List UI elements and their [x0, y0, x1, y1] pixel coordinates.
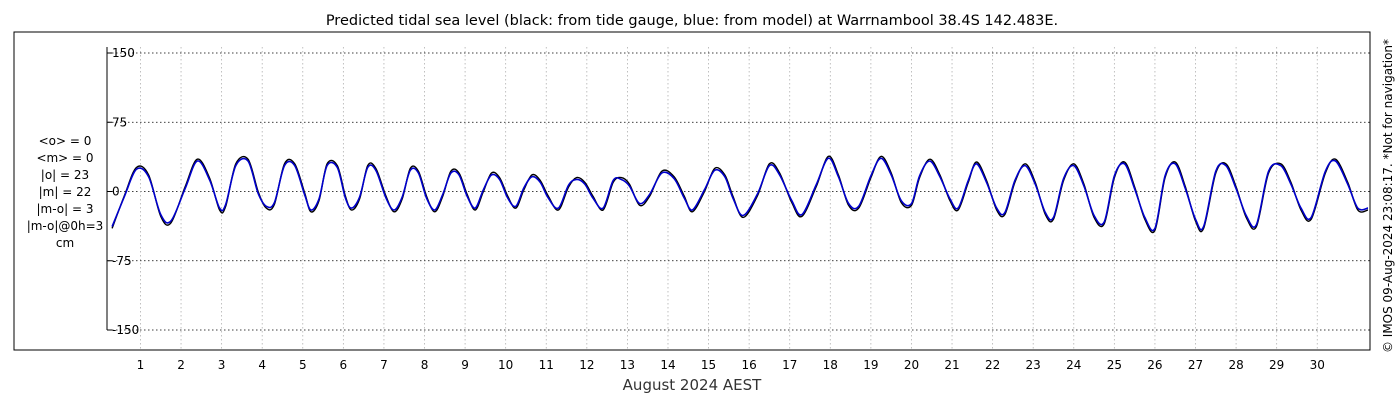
chart-title: Predicted tidal sea level (black: from t…	[326, 13, 1058, 29]
x-tick-label: 1	[137, 358, 145, 372]
series-layer	[111, 155, 1369, 234]
x-tick-label: 9	[461, 358, 469, 372]
x-tick-label: 8	[421, 358, 429, 372]
stats-line-abs-observed: |o| = 23	[41, 168, 89, 182]
x-tick-label: 3	[218, 358, 226, 372]
plot-frame	[13, 31, 1371, 351]
y-tick-label: -150	[112, 323, 139, 337]
y-tick-labels: 150 75 0 -75 -150	[112, 46, 139, 337]
x-tick-label: 27	[1188, 358, 1203, 372]
x-tick-label: 4	[258, 358, 266, 372]
y-tick-label: 150	[112, 46, 135, 60]
x-tick-label: 24	[1066, 358, 1081, 372]
x-tick-label: 30	[1310, 358, 1325, 372]
x-tick-label: 13	[620, 358, 635, 372]
stats-line-mean-model: <m> = 0	[36, 151, 93, 165]
x-tick-label: 18	[823, 358, 838, 372]
credit-text: © IMOS 09-Aug-2024 23:08:17. *Not for na…	[1381, 39, 1395, 353]
x-tick-label: 6	[340, 358, 348, 372]
x-tick-label: 5	[299, 358, 307, 372]
x-tick-label: 26	[1147, 358, 1162, 372]
x-tick-label: 20	[904, 358, 919, 372]
stats-line-abs-diff-0h: |m-o|@0h=3	[27, 219, 104, 233]
x-tick-label: 25	[1107, 358, 1122, 372]
x-tick-label: 15	[701, 358, 716, 372]
x-tick-label: 28	[1228, 358, 1243, 372]
y-tick-label: 75	[112, 115, 127, 129]
horizontal-gridlines	[107, 52, 1370, 331]
stats-line-mean-observed: <o> = 0	[39, 134, 92, 148]
x-tick-labels: 1 2 3 4 5 6 7 8 9 10 11 12 13 14 15 16 17 18 19 20 21 22 23 24 2…	[137, 358, 1325, 372]
x-tick-label: 11	[539, 358, 554, 372]
x-tick-label: 10	[498, 358, 513, 372]
x-tick-label: 19	[863, 358, 878, 372]
x-tick-label: 22	[985, 358, 1000, 372]
stats-line-abs-diff: |m-o| = 3	[37, 202, 94, 216]
vertical-gridlines	[140, 47, 1318, 350]
x-tick-label: 17	[782, 358, 797, 372]
x-tick-label: 7	[380, 358, 388, 372]
x-tick-label: 21	[944, 358, 959, 372]
x-tick-label: 14	[660, 358, 675, 372]
x-axis-label: August 2024 AEST	[623, 376, 762, 394]
x-tick-label: 16	[742, 358, 757, 372]
y-tick-label: 0	[112, 185, 120, 199]
x-tick-label: 23	[1026, 358, 1041, 372]
x-tick-label: 2	[177, 358, 185, 372]
x-tick-label: 29	[1269, 358, 1284, 372]
stats-block: <o> = 0 <m> = 0 |o| = 23 |m| = 22 |m-o| …	[27, 134, 104, 250]
series-line-model	[111, 157, 1369, 232]
stats-line-abs-model: |m| = 22	[39, 185, 92, 199]
y-tick-label: -75	[112, 254, 132, 268]
x-tick-label: 12	[579, 358, 594, 372]
stats-line-units: cm	[56, 236, 74, 250]
